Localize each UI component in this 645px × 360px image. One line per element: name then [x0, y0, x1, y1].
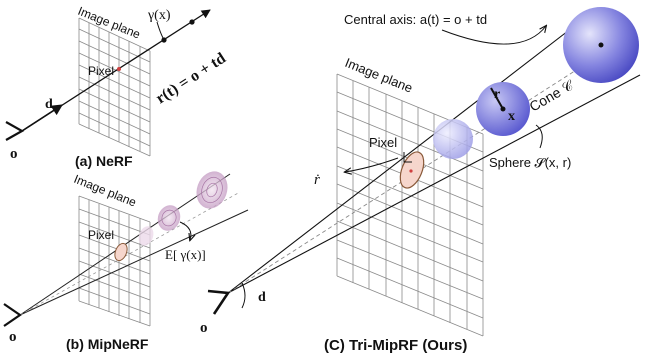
angle-arc-c — [241, 282, 246, 309]
central-axis-arrow — [441, 26, 546, 45]
center-label: x — [508, 109, 515, 124]
encoding-label: γ(x) — [147, 8, 171, 23]
mip-gaussian-2-inner — [161, 209, 177, 227]
pixel-center-c — [409, 169, 413, 173]
central-axis-label: Central axis: a(t) = o + td — [344, 12, 487, 27]
image-plane-label-b: Image plane — [72, 172, 139, 210]
panel-b-mipnerf: Image plane Pixel E[ γ(x)] o (b) MipNeRF — [3, 171, 249, 352]
origin-label-b: o — [9, 329, 17, 345]
caption-b: (b) MipNeRF — [66, 336, 149, 352]
pixel-footprint-b — [114, 242, 128, 262]
sample-point-1 — [161, 37, 167, 43]
encoding-pointer — [156, 21, 164, 39]
radius-line — [490, 87, 504, 110]
pixel-label-b: Pixel — [88, 228, 114, 242]
sphere-label: Sphere 𝓢(x, r) — [489, 155, 571, 170]
mip-gaussian-2 — [157, 205, 181, 231]
cone-axis-b — [19, 191, 241, 316]
cone-upper-c — [227, 13, 591, 294]
caption-c: (C) Tri-MipRF (Ours) — [324, 337, 467, 354]
pixel-label-c: Pixel — [369, 135, 397, 150]
panel-a-nerf: Image plane γ(x) r(t) = o + td Pixel d o… — [5, 4, 229, 169]
mip-gaussian-3-core — [206, 182, 218, 198]
direction-label-a: d — [45, 97, 53, 112]
eye-icon-a — [5, 121, 25, 141]
image-plane-label-c: Image plane — [343, 55, 415, 96]
image-plane-grid-b — [78, 195, 151, 327]
sphere-small — [433, 119, 473, 159]
pixel-label-a: Pixel — [88, 64, 114, 78]
pixel-radius-label: ṙ — [314, 172, 320, 188]
expectation-arrow — [179, 221, 191, 240]
central-axis-line — [227, 41, 621, 294]
large-sphere-center-dot — [598, 42, 604, 48]
mip-gaussian-3 — [196, 171, 228, 209]
caption-a: (a) NeRF — [75, 153, 133, 169]
sphere-pointer — [535, 124, 543, 149]
image-plane-grid-c — [336, 73, 484, 337]
cone-lower-b — [19, 209, 249, 316]
cone-label: Cone 𝒞 — [527, 76, 578, 115]
sample-point-2 — [189, 19, 195, 25]
panel-c-trimiprf: Image plane r x Cone 𝒞 Central axis: a(t… — [200, 7, 641, 354]
radius-label: r — [494, 87, 500, 102]
origin-label-a: o — [10, 146, 18, 162]
eye-icon-b — [3, 303, 22, 327]
sphere-center-dot — [500, 106, 506, 112]
mip-gaussian-3-inner — [201, 176, 223, 204]
pixel-dot-a — [117, 67, 121, 71]
image-plane-grid-a — [78, 17, 151, 157]
eye-icon-c — [207, 289, 231, 315]
ray-equation: r(t) = o + td — [153, 50, 229, 108]
direction-arrow-a — [21, 104, 63, 132]
expectation-label: E[ γ(x)] — [165, 247, 206, 262]
origin-label-c: o — [200, 320, 208, 336]
pixel-radius-arrow — [345, 157, 399, 172]
mip-gaussian-1 — [138, 226, 154, 246]
cone-lower-c — [227, 74, 641, 294]
pixel-right-angle — [403, 152, 412, 163]
direction-label-c: d — [258, 290, 266, 305]
